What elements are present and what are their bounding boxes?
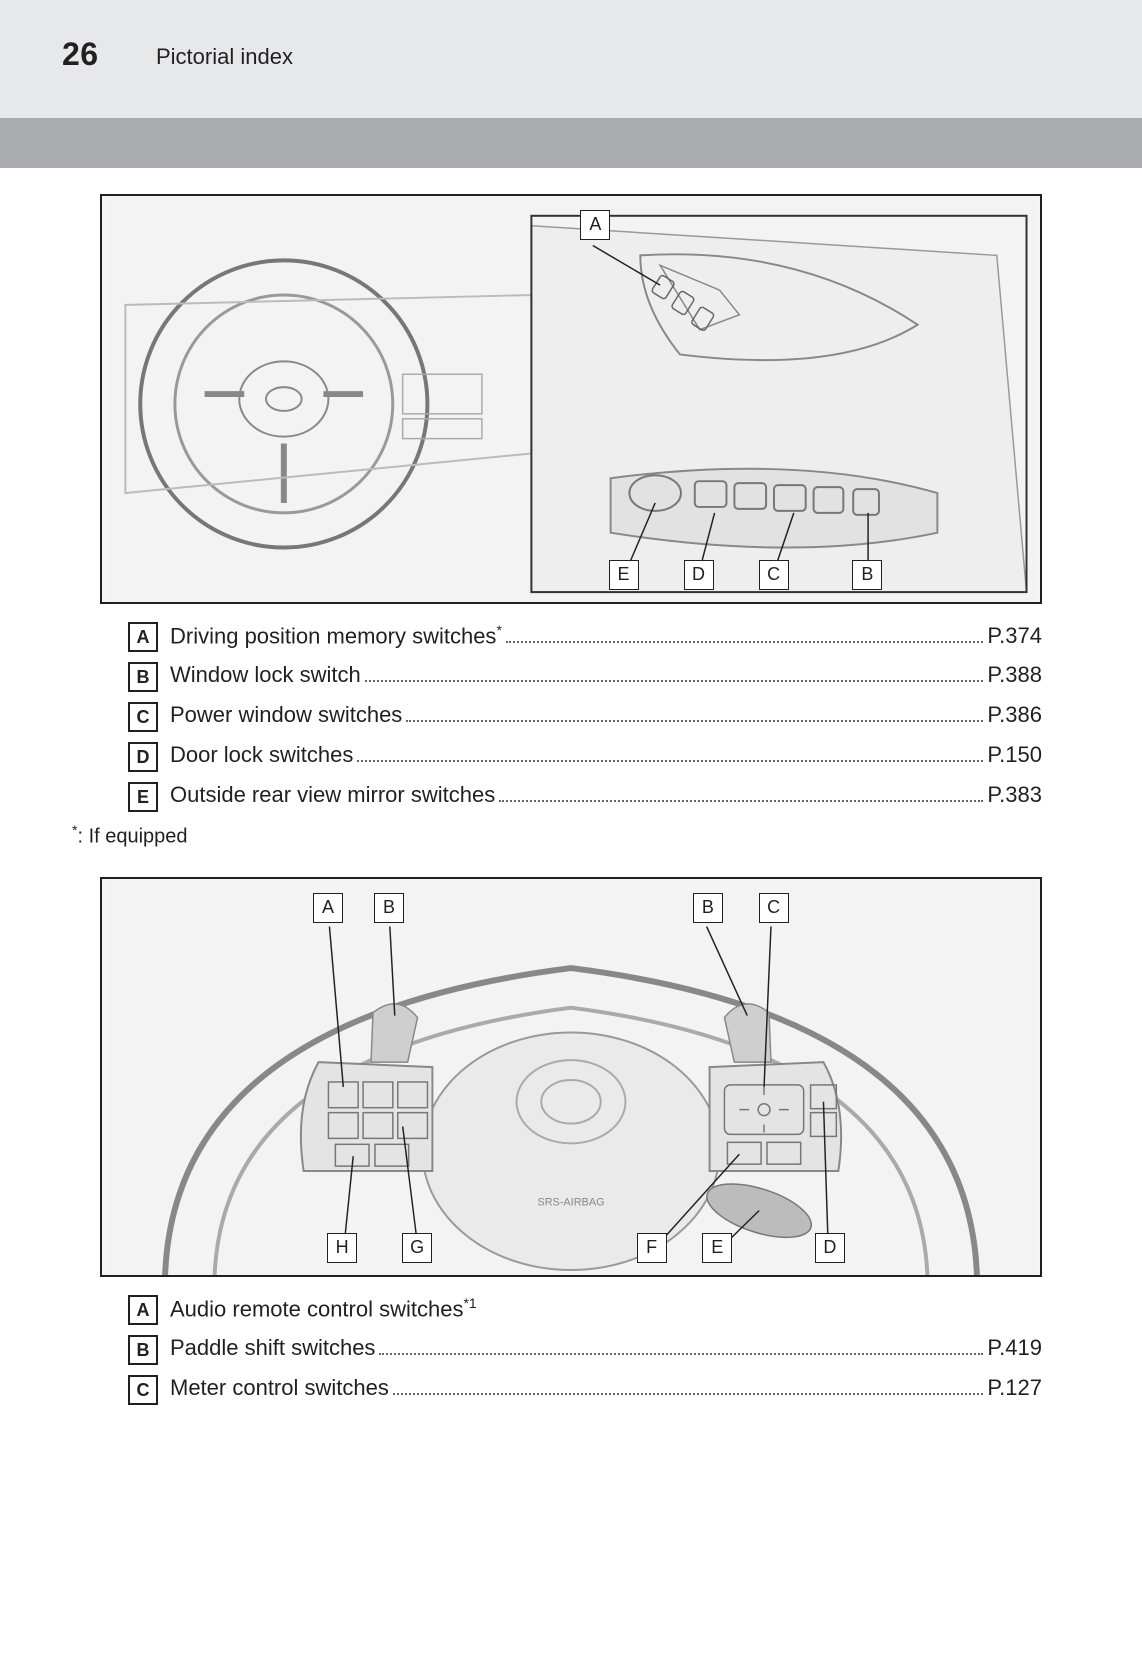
legend-label: Door lock switches [170,742,353,768]
callout-g: G [402,1233,432,1263]
footnote-if-equipped: *: If equipped [72,822,1042,849]
diagram-interior-door: A E D C B [100,194,1042,604]
legend-row-b: B Window lock switch P.388 [128,662,1042,692]
legend-marker: E [128,782,158,812]
legend-row-a: A Audio remote control switches*1 [128,1295,1042,1325]
steering-sketch-icon: SRS-AIRBAG [102,879,1040,1275]
legend-marker: A [128,622,158,652]
legend-label: Window lock switch [170,662,361,688]
legend-sup: *1 [463,1295,476,1311]
callout-a: A [580,210,610,240]
callout-b: B [693,893,723,923]
page-header: 26 Pictorial index [0,0,1142,118]
legend-label: Paddle shift switches [170,1335,375,1361]
legend-row-b: B Paddle shift switches P.419 [128,1335,1042,1365]
callout-d: D [815,1233,845,1263]
legend-label: Outside rear view mirror switches [170,782,495,808]
footnote-text: : If equipped [77,826,187,848]
legend-marker: C [128,1375,158,1405]
legend-marker: C [128,702,158,732]
section-title: Pictorial index [156,44,293,70]
legend-row-d: D Door lock switches P.150 [128,742,1042,772]
legend-page-ref: P.127 [987,1375,1042,1401]
legend-page-ref: P.374 [987,623,1042,649]
legend-leader-dots [357,760,983,762]
callout-b: B [852,560,882,590]
legend-sup: * [496,622,501,638]
legend-marker: D [128,742,158,772]
legend-page-ref: P.383 [987,782,1042,808]
callout-h: H [327,1233,357,1263]
legend-marker: B [128,662,158,692]
page-number: 26 [62,36,99,73]
legend-row-c: C Meter control switches P.127 [128,1375,1042,1405]
legend-row-c: C Power window switches P.386 [128,702,1042,732]
legend-door-switches: A Driving position memory switches* P.374 B… [128,622,1042,812]
legend-page-ref: P.150 [987,742,1042,768]
header-dark-band [0,118,1142,168]
legend-label: Power window switches [170,702,402,728]
legend-page-ref: P.388 [987,662,1042,688]
callout-c: C [759,893,789,923]
callout-b: B [374,893,404,923]
callout-c: C [759,560,789,590]
legend-leader-dots [365,680,984,682]
legend-row-a: A Driving position memory switches* P.374 [128,622,1042,652]
legend-leader-dots [406,720,983,722]
callout-e: E [702,1233,732,1263]
legend-page-ref: P.419 [987,1335,1042,1361]
legend-leader-dots [379,1353,983,1355]
legend-leader-dots [393,1393,983,1395]
interior-sketch-icon [102,196,1040,602]
page-content: AEDCB ADriving position memory switches*… [0,168,1142,1415]
legend-steering-switches: A Audio remote control switches*1 B Paddle … [128,1295,1042,1405]
legend-label: Audio remote control switches*1 [170,1295,477,1322]
callout-e: E [609,560,639,590]
legend-label: Driving position memory switches* [170,622,502,649]
callout-d: D [684,560,714,590]
legend-marker: A [128,1295,158,1325]
svg-text:SRS-AIRBAG: SRS-AIRBAG [537,1196,604,1208]
legend-row-e: E Outside rear view mirror switches P.383 [128,782,1042,812]
legend-leader-dots [499,800,983,802]
legend-label: Meter control switches [170,1375,389,1401]
legend-page-ref: P.386 [987,702,1042,728]
legend-leader-dots [506,641,983,643]
diagram-steering-wheel: SRS-AIRBAG [100,877,1042,1277]
callout-f: F [637,1233,667,1263]
callout-a: A [313,893,343,923]
legend-marker: B [128,1335,158,1365]
